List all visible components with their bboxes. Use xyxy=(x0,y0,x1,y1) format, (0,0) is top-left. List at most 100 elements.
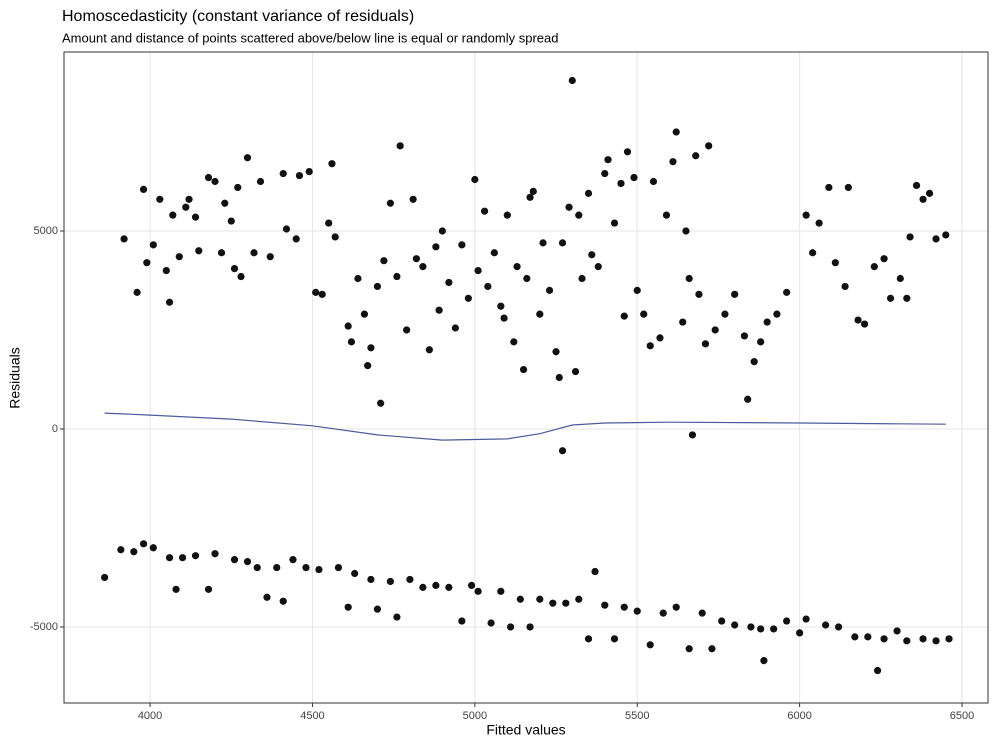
point xyxy=(594,263,602,271)
point xyxy=(757,625,765,633)
point xyxy=(435,306,443,314)
point xyxy=(360,310,369,318)
point xyxy=(620,312,628,320)
point xyxy=(406,575,414,584)
y-axis-title: Residuals xyxy=(7,347,23,408)
point xyxy=(893,627,901,635)
point xyxy=(172,585,180,593)
point xyxy=(633,286,641,294)
point xyxy=(646,641,654,649)
point xyxy=(373,282,382,291)
point xyxy=(601,169,609,178)
point xyxy=(633,607,641,615)
point xyxy=(367,344,375,352)
point xyxy=(536,595,544,603)
point xyxy=(204,173,213,182)
point xyxy=(217,249,226,257)
point xyxy=(770,625,778,633)
point xyxy=(835,623,843,631)
point xyxy=(315,565,323,574)
point xyxy=(822,621,830,629)
point xyxy=(464,294,472,302)
point xyxy=(640,310,648,318)
point xyxy=(526,193,534,201)
point xyxy=(688,431,697,439)
point xyxy=(230,556,239,564)
point xyxy=(526,623,534,631)
point xyxy=(432,243,440,251)
point xyxy=(815,219,823,227)
point xyxy=(552,348,560,356)
point xyxy=(584,189,593,197)
point xyxy=(227,217,235,225)
point xyxy=(120,235,128,243)
point xyxy=(351,569,359,578)
point xyxy=(347,338,356,346)
point xyxy=(133,288,141,296)
point xyxy=(906,233,914,241)
point xyxy=(601,601,609,609)
point xyxy=(305,167,313,176)
point xyxy=(630,173,638,182)
point xyxy=(529,187,537,195)
point xyxy=(860,320,869,328)
point xyxy=(747,623,755,631)
point xyxy=(312,288,320,296)
y-tick-label: -5000 xyxy=(30,621,58,633)
x-tick-label: 5500 xyxy=(625,710,649,722)
point xyxy=(896,274,904,283)
point xyxy=(165,298,174,306)
point xyxy=(506,623,515,631)
point xyxy=(182,203,190,211)
point xyxy=(334,563,343,572)
point xyxy=(497,302,505,310)
point xyxy=(467,581,476,589)
point xyxy=(474,587,482,595)
point xyxy=(783,288,791,296)
point xyxy=(708,645,716,653)
point xyxy=(458,241,466,249)
point xyxy=(364,362,372,370)
point xyxy=(497,587,505,595)
point xyxy=(185,195,193,203)
point xyxy=(425,346,433,354)
point xyxy=(695,290,703,298)
point xyxy=(165,554,174,562)
point xyxy=(539,239,547,247)
point xyxy=(851,633,859,641)
point xyxy=(221,199,229,207)
point xyxy=(617,179,625,188)
plot-border xyxy=(63,51,989,704)
point xyxy=(942,231,950,239)
point xyxy=(604,156,612,164)
point xyxy=(500,314,508,322)
point xyxy=(750,358,758,366)
point xyxy=(760,657,768,665)
point xyxy=(854,316,862,324)
point xyxy=(870,263,878,271)
point xyxy=(912,181,921,190)
point xyxy=(250,249,258,257)
point xyxy=(302,563,310,572)
point xyxy=(318,290,326,298)
point xyxy=(796,629,804,637)
x-tick-label: 4500 xyxy=(300,710,324,722)
y-tick-label: 0 xyxy=(52,423,58,435)
point xyxy=(169,211,177,219)
point xyxy=(354,274,362,283)
point xyxy=(740,332,749,340)
point xyxy=(510,338,518,346)
point xyxy=(783,617,791,625)
point xyxy=(380,257,388,265)
point xyxy=(191,552,200,560)
point xyxy=(409,195,417,203)
point xyxy=(825,183,833,192)
point xyxy=(584,635,593,643)
point xyxy=(471,175,479,184)
point xyxy=(211,177,219,186)
x-tick-label: 5000 xyxy=(463,710,487,722)
point xyxy=(731,621,739,629)
point xyxy=(130,548,138,556)
point xyxy=(880,255,888,263)
point xyxy=(292,235,300,243)
